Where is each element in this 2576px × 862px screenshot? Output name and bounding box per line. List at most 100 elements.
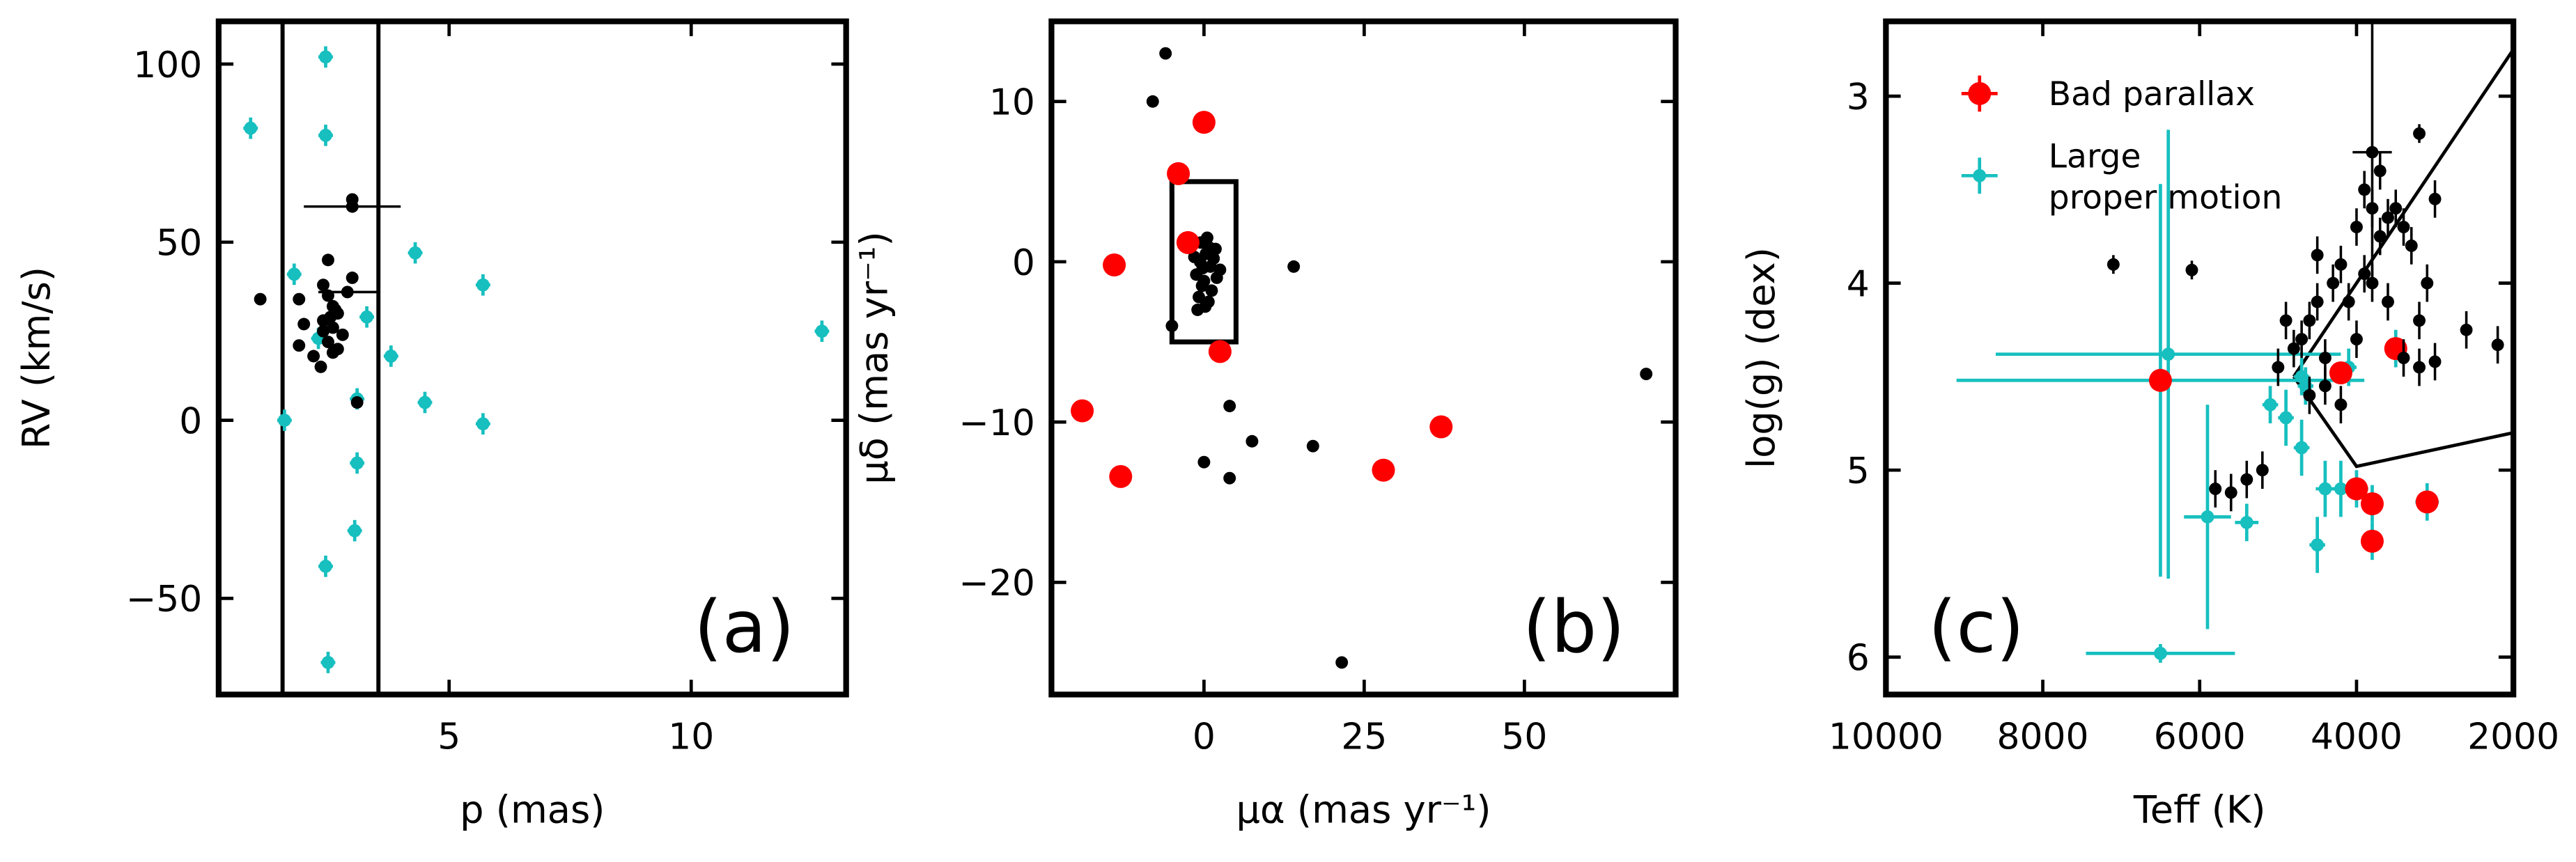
data-point bbox=[350, 396, 364, 409]
data-point bbox=[2263, 398, 2277, 412]
plot-area bbox=[243, 21, 830, 695]
data-point bbox=[2334, 482, 2348, 496]
data-point bbox=[1071, 399, 1094, 423]
data-point bbox=[1209, 242, 1222, 256]
data-point bbox=[2279, 314, 2292, 327]
panel-label: (c) bbox=[1928, 586, 2024, 669]
data-point bbox=[2415, 490, 2439, 514]
boundary-line bbox=[2292, 375, 2514, 469]
legend-marker bbox=[1973, 169, 1987, 182]
data-point bbox=[2421, 276, 2434, 290]
data-point bbox=[2358, 267, 2371, 281]
data-point bbox=[1429, 415, 1453, 439]
data-point bbox=[2148, 368, 2172, 392]
data-point bbox=[408, 246, 422, 260]
x-tick-label: 25 bbox=[1341, 716, 1387, 758]
data-point bbox=[1306, 439, 1319, 453]
data-point bbox=[418, 395, 432, 409]
data-point bbox=[2295, 370, 2309, 384]
data-point bbox=[350, 456, 364, 470]
data-point bbox=[2389, 202, 2403, 215]
x-tick-label: 0 bbox=[1193, 716, 1216, 758]
data-point bbox=[384, 350, 398, 363]
data-point bbox=[2240, 473, 2253, 486]
data-point bbox=[2201, 510, 2214, 524]
data-point bbox=[2209, 483, 2222, 496]
data-point bbox=[326, 321, 339, 334]
data-point bbox=[348, 524, 362, 538]
data-point bbox=[1640, 368, 1653, 381]
data-point bbox=[815, 324, 829, 338]
data-point bbox=[1335, 656, 1349, 669]
data-point bbox=[2460, 323, 2473, 336]
data-point bbox=[2350, 221, 2363, 234]
selection-box bbox=[1169, 179, 1239, 345]
data-point bbox=[317, 324, 329, 338]
data-point bbox=[1246, 434, 1259, 448]
y-axis-label: log(g) (dex) bbox=[1739, 247, 1783, 469]
data-point bbox=[307, 350, 320, 363]
x-tick-label: 10000 bbox=[1829, 716, 1943, 758]
data-point bbox=[1109, 464, 1133, 488]
data-point bbox=[476, 278, 490, 292]
data-point bbox=[319, 128, 332, 142]
panel-label: (b) bbox=[1523, 586, 1625, 669]
x-tick-label: 8000 bbox=[1997, 716, 2089, 758]
data-point bbox=[1193, 290, 1205, 304]
data-point bbox=[293, 292, 306, 306]
data-point bbox=[254, 292, 267, 306]
data-point bbox=[2428, 355, 2442, 368]
data-point bbox=[2491, 338, 2504, 352]
x-tick-label: 4000 bbox=[2311, 716, 2403, 758]
data-point bbox=[2366, 202, 2379, 215]
data-point bbox=[2334, 398, 2348, 412]
data-point bbox=[1223, 471, 1236, 485]
data-point bbox=[1208, 340, 1232, 363]
data-point bbox=[2295, 441, 2309, 455]
x-tick-label: 10 bbox=[668, 716, 714, 758]
data-point bbox=[2185, 263, 2198, 276]
y-tick-label: 3 bbox=[1847, 77, 1870, 118]
data-point bbox=[319, 50, 332, 64]
plot-area bbox=[1071, 47, 1653, 669]
x-axis-label: p (mas) bbox=[460, 787, 605, 831]
y-axis-label: RV (km/s) bbox=[15, 267, 59, 449]
data-point bbox=[2240, 515, 2253, 529]
data-point bbox=[2303, 389, 2316, 402]
data-point bbox=[2358, 183, 2371, 196]
x-axis-label: Teff (K) bbox=[2133, 787, 2266, 831]
data-point bbox=[321, 656, 335, 669]
data-point bbox=[2334, 258, 2348, 271]
y-tick-label: 4 bbox=[1847, 264, 1870, 306]
axes-frame bbox=[215, 18, 849, 698]
data-point bbox=[1192, 111, 1216, 134]
data-point bbox=[2287, 342, 2300, 355]
x-tick-label: 2000 bbox=[2467, 716, 2559, 758]
data-point bbox=[2318, 379, 2331, 393]
data-point bbox=[1287, 260, 1301, 273]
data-point bbox=[1197, 274, 1211, 288]
data-point bbox=[2382, 211, 2394, 224]
data-point bbox=[326, 346, 339, 359]
data-point bbox=[2318, 482, 2332, 496]
data-point bbox=[1176, 230, 1200, 254]
data-point bbox=[317, 279, 329, 292]
data-point bbox=[2428, 192, 2442, 205]
data-point bbox=[2318, 352, 2331, 365]
data-point bbox=[476, 417, 490, 431]
data-point bbox=[2279, 411, 2293, 425]
data-point bbox=[1223, 400, 1236, 413]
x-tick-label: 5 bbox=[437, 716, 460, 758]
data-point bbox=[2272, 361, 2285, 374]
data-point bbox=[1191, 304, 1204, 316]
data-point bbox=[329, 304, 342, 316]
data-point bbox=[2366, 276, 2379, 290]
data-point bbox=[2342, 295, 2355, 308]
y-tick-label: −20 bbox=[959, 563, 1034, 604]
data-point bbox=[2350, 333, 2363, 346]
legend-marker bbox=[1968, 81, 1992, 105]
data-point bbox=[1201, 231, 1213, 244]
data-point bbox=[2413, 314, 2426, 327]
y-tick-label: 0 bbox=[1012, 242, 1035, 284]
